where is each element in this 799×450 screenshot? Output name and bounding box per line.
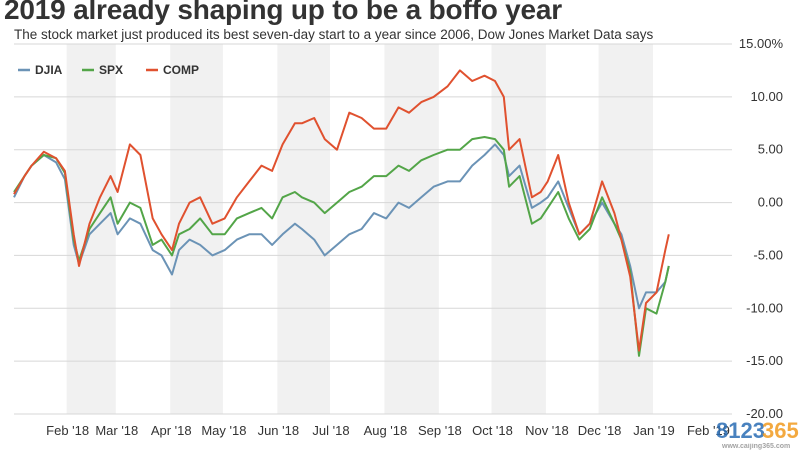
series-line-comp <box>13 69 670 352</box>
y-axis-ticks: 15.00% 10.00 5.00 0.00 -5.00 -10.00 -15.00 -20.… <box>739 36 784 421</box>
chart-subtitle: The stock market just produced its best … <box>14 27 654 42</box>
x-tick-label: Dec '18 <box>578 423 622 438</box>
x-tick-label: Apr '18 <box>151 423 192 438</box>
x-tick-label: Oct '18 <box>472 423 513 438</box>
watermark-accent: 365 <box>762 418 799 443</box>
watermark-text: 8123 <box>716 418 765 443</box>
x-axis-ticks: Feb '18 Mar '18 Apr '18 May '18 Jun '18 Jul '… <box>46 423 730 438</box>
y-tick-label: -10.00 <box>746 300 783 315</box>
x-tick-label: Feb '18 <box>46 423 89 438</box>
y-tick-label: -15.00 <box>746 353 783 368</box>
gridlines <box>14 43 732 415</box>
month-band <box>277 44 330 414</box>
month-shading <box>66 44 654 414</box>
legend: DJIA SPX COMP <box>18 63 199 77</box>
watermark: 8123 365 www.caijing365.com <box>716 418 799 450</box>
x-tick-label: May '18 <box>201 423 246 438</box>
y-tick-label: 15.00% <box>739 36 784 51</box>
month-band <box>384 44 439 414</box>
y-tick-label: 10.00 <box>750 89 783 104</box>
chart-title: 2019 already shaping up to be a boffo ye… <box>4 0 562 25</box>
y-tick-label: 5.00 <box>758 142 783 157</box>
y-tick-label: 0.00 <box>758 195 783 210</box>
legend-label-comp: COMP <box>163 63 199 77</box>
month-band <box>170 44 223 414</box>
legend-label-djia: DJIA <box>35 63 63 77</box>
y-tick-label: -5.00 <box>753 247 783 262</box>
month-band <box>491 44 546 414</box>
series-line-spx <box>13 136 670 357</box>
watermark-subtext: www.caijing365.com <box>721 443 790 450</box>
series-lines <box>13 69 670 357</box>
x-tick-label: Jan '19 <box>633 423 675 438</box>
x-tick-label: Aug '18 <box>364 423 408 438</box>
x-tick-label: Mar '18 <box>95 423 138 438</box>
x-tick-label: Jul '18 <box>312 423 349 438</box>
x-tick-label: Jun '18 <box>258 423 300 438</box>
x-tick-label: Sep '18 <box>418 423 462 438</box>
month-band <box>598 44 654 414</box>
y-tick-label: -20.00 <box>746 406 783 421</box>
x-tick-label: Feb '19 <box>687 423 730 438</box>
month-band <box>66 44 116 414</box>
x-tick-label: Nov '18 <box>525 423 569 438</box>
legend-label-spx: SPX <box>99 63 123 77</box>
